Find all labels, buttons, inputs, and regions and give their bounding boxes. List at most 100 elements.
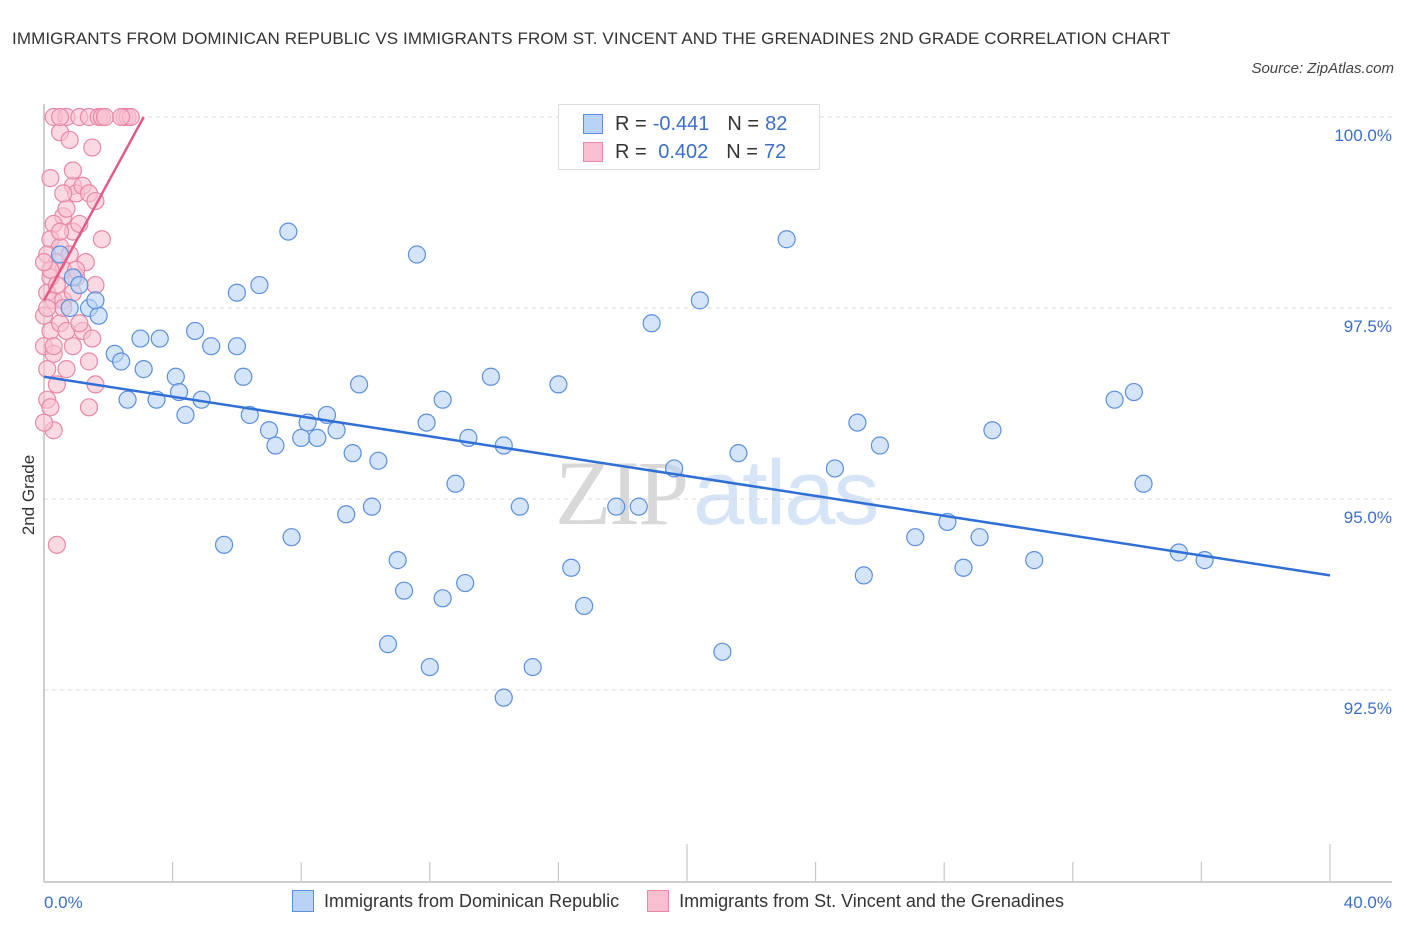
data-point	[63, 161, 83, 180]
data-point	[607, 497, 626, 516]
data-point	[279, 222, 298, 241]
data-point	[629, 497, 648, 516]
n-value: 72	[763, 140, 787, 163]
y-axis-label: 2nd Grade	[19, 455, 38, 535]
legend-label: Immigrants from Dominican Republic	[324, 890, 620, 911]
data-point	[848, 413, 867, 432]
data-point	[481, 367, 500, 386]
data-point	[562, 558, 581, 577]
data-point	[642, 314, 661, 333]
trend-line-dominican-republic	[43, 375, 1331, 577]
y-tick-label: 95.0%	[1344, 508, 1392, 527]
data-point	[34, 253, 54, 272]
data-point	[337, 505, 356, 524]
data-point	[63, 337, 83, 356]
data-point	[308, 428, 327, 447]
stats-legend: R = -0.441 N = 82 R = 0.402 N = 72	[558, 104, 820, 170]
data-point	[50, 107, 70, 127]
data-point	[446, 474, 465, 493]
data-point	[777, 230, 796, 249]
data-point	[292, 428, 311, 447]
data-point	[79, 352, 99, 371]
data-point	[57, 360, 76, 379]
data-point	[86, 291, 105, 310]
n-label: N =	[726, 140, 758, 163]
data-point	[388, 551, 407, 570]
data-point	[150, 329, 169, 348]
data-point	[60, 298, 79, 318]
data-point	[240, 405, 259, 425]
data-point	[41, 169, 60, 188]
grid-lines	[44, 116, 1392, 691]
stats-legend-row-pink: R = 0.402 N = 72	[583, 139, 786, 165]
data-point	[349, 375, 369, 394]
data-point	[214, 535, 234, 554]
data-point	[44, 337, 63, 356]
legend-item-st-vincent[interactable]: Immigrants from St. Vincent and the Gren…	[647, 890, 1064, 912]
data-point	[983, 421, 1002, 440]
r-value: -0.441	[652, 112, 710, 135]
r-label: R =	[615, 140, 647, 163]
data-point	[70, 314, 89, 333]
legend-label: Immigrants from St. Vincent and the Gren…	[679, 890, 1064, 911]
data-point	[378, 635, 398, 654]
data-point	[112, 107, 131, 127]
data-point	[854, 566, 873, 585]
data-point	[1105, 390, 1124, 409]
pink-swatch	[647, 890, 670, 912]
legend-item-dominican-republic[interactable]: Immigrants from Dominican Republic	[292, 890, 619, 912]
data-point	[202, 337, 221, 356]
data-point	[954, 558, 973, 577]
data-point	[523, 657, 542, 677]
r-label: R =	[615, 112, 647, 135]
data-point	[266, 436, 285, 455]
n-value: 82	[765, 112, 788, 135]
axes	[43, 104, 1392, 883]
data-point	[54, 184, 73, 203]
data-point	[166, 367, 185, 386]
data-point	[417, 413, 436, 432]
data-point	[362, 497, 382, 516]
data-point	[549, 375, 568, 394]
r-value: 0.402	[652, 140, 709, 163]
stats-legend-row-blue: R = -0.441 N = 82	[583, 111, 787, 137]
data-point	[456, 573, 475, 593]
series-pink-points	[34, 107, 140, 554]
data-point	[690, 291, 709, 310]
data-point	[89, 306, 108, 325]
data-point	[369, 451, 388, 470]
data-point	[1124, 382, 1143, 402]
data-point	[343, 444, 362, 463]
data-point	[259, 421, 279, 440]
blue-swatch	[583, 114, 603, 134]
data-point	[47, 535, 66, 554]
x-tick-label: 0.0%	[44, 893, 83, 912]
data-point	[70, 275, 89, 295]
data-point	[38, 298, 57, 318]
watermark: ZIPatlas	[555, 440, 879, 546]
data-point	[1025, 551, 1044, 570]
data-point	[118, 390, 137, 409]
data-point	[250, 275, 269, 295]
data-point	[134, 360, 153, 379]
data-point	[234, 367, 253, 386]
data-point	[394, 581, 414, 600]
watermark-atlas: atlas	[693, 442, 879, 544]
source-label: Source: ZipAtlas.com	[1251, 60, 1394, 77]
pink-swatch	[583, 142, 603, 162]
data-point	[186, 321, 205, 341]
data-point	[34, 413, 54, 432]
y-tick-label: 100.0%	[1334, 126, 1392, 145]
data-point	[729, 444, 748, 463]
data-point	[433, 390, 452, 409]
trend-line-st-vincent	[42, 116, 145, 301]
chart-title: IMMIGRANTS FROM DOMINICAN REPUBLIC VS IM…	[12, 29, 1171, 48]
data-point	[176, 405, 195, 425]
series-blue-points	[50, 222, 1214, 707]
data-point	[79, 398, 99, 417]
data-point	[227, 337, 246, 356]
data-point	[327, 421, 346, 440]
n-label: N =	[727, 112, 760, 135]
data-point	[92, 230, 111, 249]
